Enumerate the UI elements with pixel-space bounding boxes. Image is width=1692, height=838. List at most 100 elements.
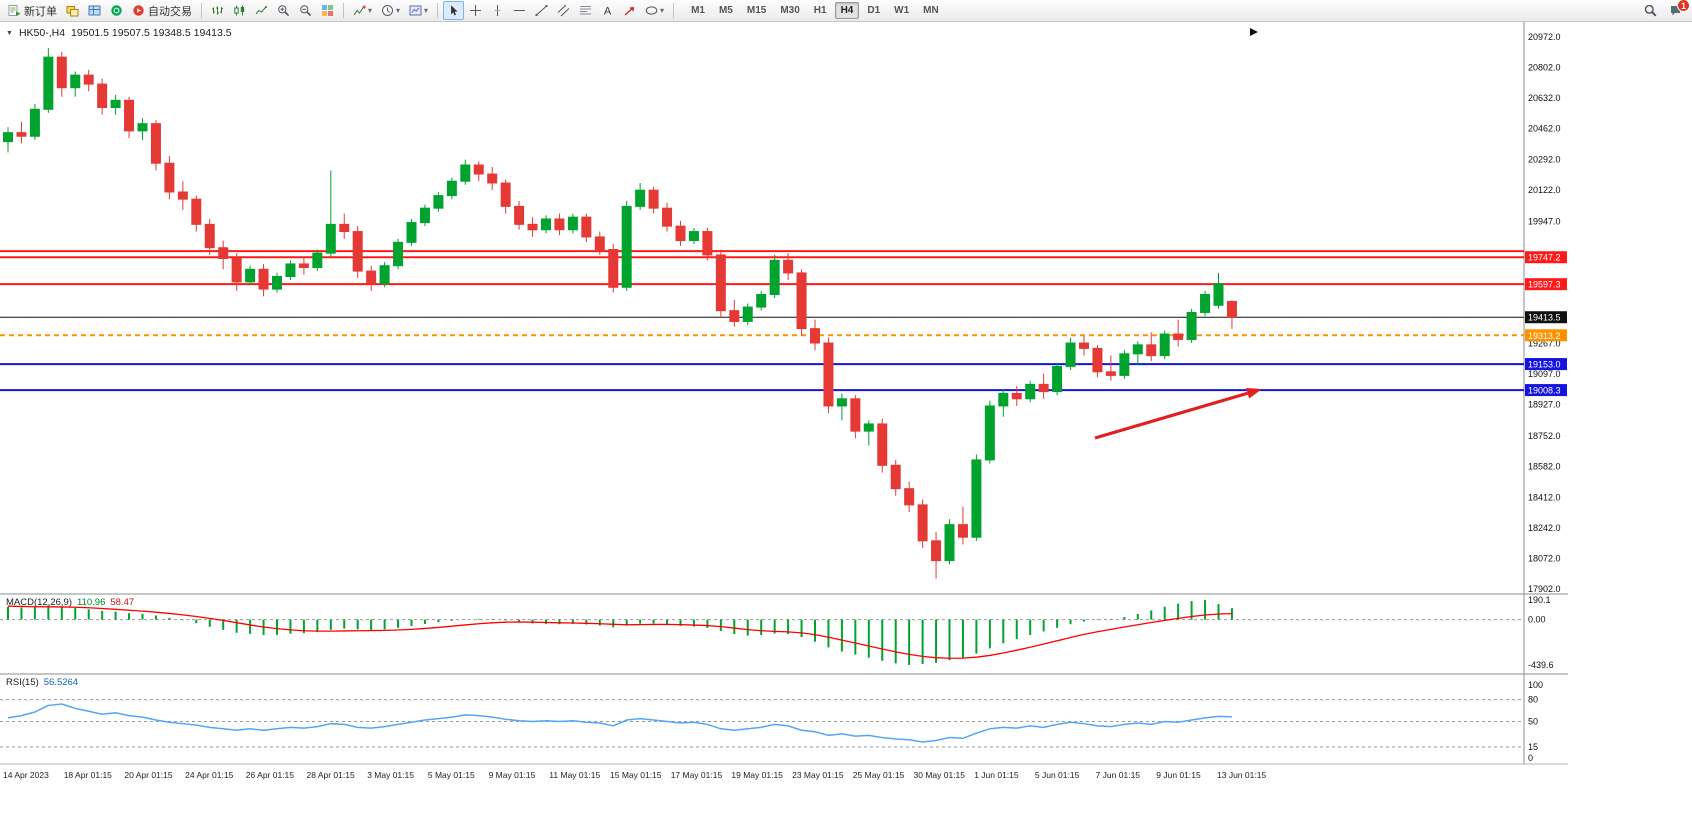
toolbar-button-profiles[interactable] <box>84 1 105 20</box>
candle <box>1038 373 1049 399</box>
toolbar-button-shapes[interactable]: ▾ <box>641 1 668 20</box>
price-line-badge: 19597.3 <box>1525 278 1567 291</box>
price-axis-label: 20632.0 <box>1528 93 1561 103</box>
toolbar-button-indicators[interactable]: ▾ <box>349 1 376 20</box>
toolbar-button-arrows[interactable] <box>619 1 640 20</box>
candle <box>917 499 928 549</box>
candle <box>1105 355 1116 381</box>
bars-icon <box>212 6 223 15</box>
dropdown-arrow-icon[interactable]: ▾ <box>396 6 401 15</box>
toolbar-button-line-chart[interactable] <box>251 1 272 20</box>
dropdown-arrow-icon[interactable]: ▾ <box>424 6 429 15</box>
date-axis-label: 11 May 01:15 <box>549 770 600 780</box>
template-icon <box>409 5 422 16</box>
toolbar-button-new-order[interactable]: 新订单 <box>4 1 61 20</box>
channel-icon <box>557 4 570 17</box>
candle <box>823 337 834 414</box>
candle <box>662 202 673 232</box>
macd-panel[interactable]: 190.1 0.00 -439.6 <box>0 595 1554 670</box>
toolbar-button-autotrade[interactable]: 自动交易 <box>128 1 196 20</box>
timeframe-d1[interactable]: D1 <box>867 5 881 16</box>
toolbar-button-trendline[interactable] <box>531 1 552 20</box>
price-line-badge: 19313.2 <box>1525 329 1567 342</box>
dropdown-arrow-icon[interactable]: ▾ <box>368 6 373 15</box>
price-line-badge: 19413.5 <box>1525 311 1567 324</box>
candlestick-series <box>3 48 1237 579</box>
candle <box>850 395 861 439</box>
candle <box>177 181 188 210</box>
zoom-in-icon <box>278 5 290 17</box>
candle <box>1226 300 1237 330</box>
toolbar-button-bars[interactable] <box>207 1 228 20</box>
candle <box>581 213 592 243</box>
price-axis-label: 19267.0 <box>1528 339 1561 349</box>
timeframe-m1[interactable]: M1 <box>691 5 705 16</box>
price-line-badge: 19153.0 <box>1525 358 1567 371</box>
timeframe-m5[interactable]: M5 <box>718 5 733 16</box>
date-axis-label: 9 Jun 01:15 <box>1156 770 1201 780</box>
toolbar-button-candles[interactable] <box>229 1 250 20</box>
toolbar-button-search[interactable] <box>1640 1 1661 20</box>
price-axis-label: 18412.0 <box>1528 492 1561 502</box>
candle <box>769 254 780 299</box>
toolbar-button-notifications[interactable]: 1 <box>1665 0 1690 20</box>
toolbar-button-hline[interactable] <box>509 1 530 20</box>
collapse-icon[interactable]: ▼ <box>6 29 13 37</box>
horizontal-line-objects[interactable] <box>0 250 1524 392</box>
toolbar-button-zoom-out[interactable] <box>295 1 316 20</box>
timeframe-m30[interactable]: M30 <box>780 5 800 16</box>
candle <box>1011 386 1022 406</box>
notification-count-badge[interactable]: 1 <box>1676 0 1690 12</box>
candle <box>1200 290 1211 317</box>
candle <box>1025 380 1036 403</box>
toolbar-button-cursor[interactable] <box>443 1 465 20</box>
price-line-badge: 19008.3 <box>1525 384 1567 397</box>
timeframe-m15[interactable]: M15 <box>746 5 767 16</box>
chart-canvas[interactable]: 20972.0 20802.0 20632.0 20462.0 20292.0 20122… <box>0 22 1692 816</box>
toolbar-button-zoom-in[interactable] <box>273 1 294 20</box>
candle <box>204 218 215 255</box>
toolbar-button-charts[interactable] <box>62 1 83 20</box>
toolbar-button-vline[interactable] <box>487 1 508 20</box>
timeframe-h1[interactable]: H1 <box>813 5 827 16</box>
candle <box>16 121 27 144</box>
rsi-axis-label: 100 <box>1528 680 1543 690</box>
toolbar-button-clock[interactable]: ▾ <box>377 1 404 20</box>
dropdown-arrow-icon[interactable]: ▾ <box>660 6 665 15</box>
date-axis-label: 24 Apr 01:15 <box>185 770 233 780</box>
toolbar-button-template[interactable]: ▾ <box>405 1 432 20</box>
hline-icon <box>514 10 526 11</box>
rsi-axis-label: 50 <box>1528 717 1538 727</box>
zoom-out-icon <box>300 5 312 17</box>
timeframe-h4[interactable]: H4 <box>834 2 860 19</box>
toolbar-button-tile[interactable] <box>317 1 338 20</box>
candle <box>83 69 94 92</box>
candle <box>70 71 81 97</box>
rsi-panel[interactable]: 100 80 50 150 <box>0 680 1543 763</box>
date-axis-label: 17 May 01:15 <box>671 770 723 780</box>
toolbar-button-crosshair[interactable] <box>465 1 486 20</box>
candle <box>729 299 740 327</box>
candle <box>285 260 296 281</box>
toolbar-button-community[interactable] <box>106 1 127 20</box>
candle <box>984 400 995 464</box>
chart-window[interactable]: 20972.0 20802.0 20632.0 20462.0 20292.0 20122… <box>0 22 1692 838</box>
price-axis[interactable]: 20972.0 20802.0 20632.0 20462.0 20292.0 20122… <box>1525 32 1567 594</box>
toolbar-button-channel[interactable] <box>553 1 574 20</box>
chart-shift-marker-icon[interactable] <box>1250 28 1258 36</box>
trend-arrow-annotation[interactable] <box>1094 387 1262 440</box>
autotrade-icon <box>133 5 144 16</box>
rsi-name: RSI(15) <box>6 677 39 688</box>
toolbar-button-text[interactable]: A <box>597 1 618 20</box>
timeframe-mn[interactable]: MN <box>923 5 939 16</box>
time-axis[interactable]: 14 Apr 2023 18 Apr 01:15 20 Apr 01:15 24 Ap… <box>3 770 1266 780</box>
candle <box>675 220 686 246</box>
candle <box>1052 362 1063 396</box>
macd-name: MACD(12,26,9) <box>6 597 72 608</box>
timeframe-w1[interactable]: W1 <box>894 5 910 16</box>
toolbar-separator <box>673 3 675 18</box>
vline-icon <box>494 5 501 16</box>
candle <box>433 191 444 212</box>
toolbar-button-fibonacci[interactable] <box>575 1 596 20</box>
fibonacci-icon <box>580 6 592 15</box>
